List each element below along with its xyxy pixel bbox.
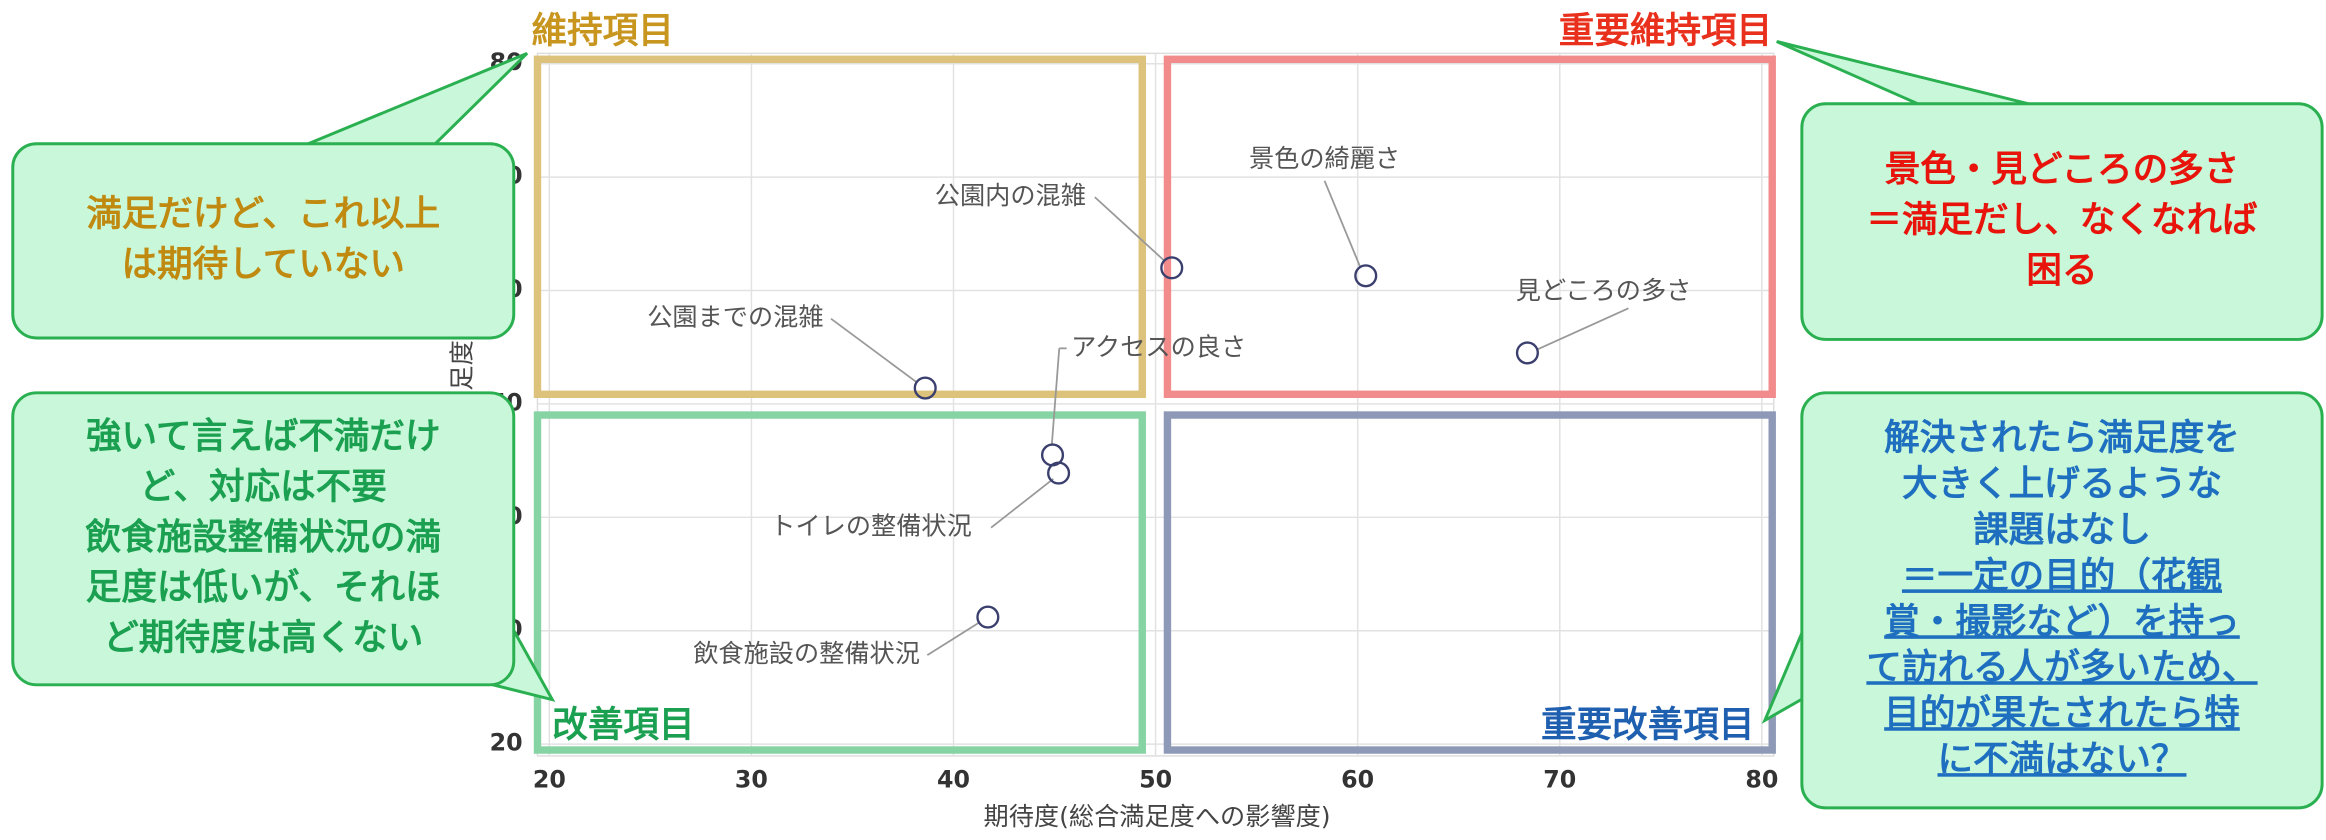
callout-box [11, 142, 516, 340]
leader-line [1536, 307, 1629, 351]
callout-text: 飲食施設整備状況の満 [85, 517, 441, 558]
x-tick-label: 50 [1139, 766, 1172, 794]
x-tick-label: 80 [1745, 766, 1778, 794]
callout-text: 困る [2026, 250, 2097, 291]
leader-line [1094, 196, 1166, 262]
callout-text: 満足だけど、これ以上 [86, 194, 440, 235]
callout-box [1800, 391, 2324, 810]
callout-text: ど期待度は高くない [103, 618, 423, 659]
x-axis-label: 期待度(総合満足度への影響度) [984, 802, 1331, 831]
quadrant-label: 重要改善項目 [1541, 704, 1754, 745]
leader-line [990, 478, 1054, 529]
quadrant-label: 維持項目 [532, 11, 674, 52]
point [1047, 461, 1071, 485]
callout-text: 解決されたら満足度を [1884, 417, 2240, 458]
point [976, 605, 1000, 629]
x-tick-label: 60 [1341, 766, 1374, 794]
quadrant-box [533, 411, 1146, 754]
callout-text: ＝一定の目的（花観 [1902, 555, 2222, 596]
point [1160, 256, 1184, 280]
leader-line [830, 317, 918, 384]
leader-line [926, 621, 980, 656]
point-label: 景色の綺麗さ [1249, 144, 1400, 173]
callout-text: は期待していない [122, 244, 405, 285]
quadrant-label: 重要維持項目 [1559, 11, 1772, 52]
point [1354, 264, 1378, 288]
callout-text: て訪れる人が多いため、 [1866, 647, 2257, 688]
x-tick-label: 70 [1543, 766, 1576, 794]
callout-box [11, 391, 516, 687]
quadrant-label: 改善項目 [552, 704, 694, 745]
leader-line [1050, 348, 1061, 445]
callout-text: ＝満足だし、なくなれば [1866, 200, 2258, 241]
point [913, 376, 937, 400]
callout-text: 足度は低いが、それほ [86, 567, 441, 608]
x-tick-label: 30 [735, 766, 768, 794]
quadrant-box [533, 55, 1146, 398]
callout-text: 目的が果たされたら特 [1884, 693, 2240, 734]
point-label: アクセスの良さ [1071, 332, 1246, 361]
quadrant-box [1163, 411, 1776, 754]
point-label: 公園までの混雑 [647, 303, 823, 332]
leader-line [1323, 180, 1361, 268]
callout-text: 大きく上げるような [1902, 463, 2222, 504]
x-tick-label: 40 [937, 766, 970, 794]
point-label: トイレの整備状況 [770, 512, 972, 541]
callout-pointer [1776, 40, 2047, 110]
callout-pointer [296, 51, 529, 150]
point [1515, 341, 1539, 365]
callout-text: 強いて言えば不満だけ [86, 416, 441, 457]
point-label: 飲食施設の整備状況 [693, 639, 920, 668]
point-label: 公園内の混雑 [935, 181, 1086, 210]
callout-text: 景色・見どころの多さ [1885, 149, 2240, 190]
callout-text: ど、対応は不要 [140, 466, 387, 507]
callout-text: に不満はない？ [1938, 739, 2187, 780]
callout-text: 課題はなし [1973, 509, 2151, 550]
y-tick-label: 20 [490, 729, 523, 757]
x-tick-label: 20 [533, 766, 566, 794]
point-label: 見どころの多さ [1516, 276, 1692, 305]
callout-box [1800, 102, 2324, 341]
callout-text: 賞・撮影など）を持っ [1884, 601, 2240, 642]
quadrant-box [1163, 55, 1776, 398]
